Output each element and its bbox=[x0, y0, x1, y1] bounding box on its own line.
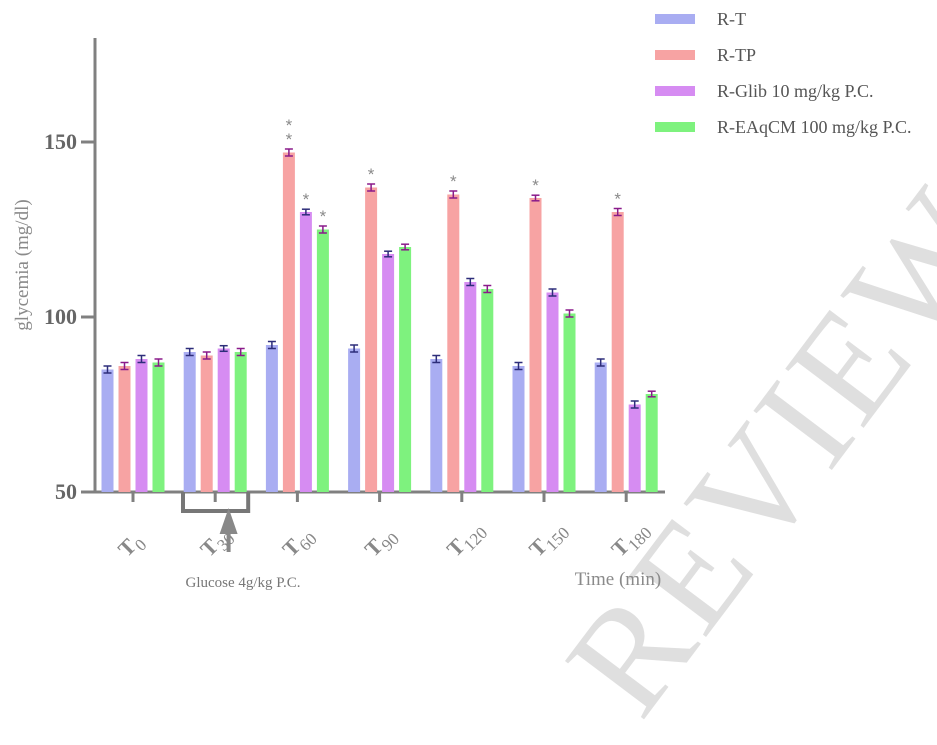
bar bbox=[200, 355, 213, 492]
bar bbox=[645, 394, 658, 492]
significance-marker: * bbox=[450, 172, 457, 191]
legend: R-T R-TP R-Glib 10 mg/kg P.C. R-EAqCM 100 m… bbox=[655, 8, 912, 152]
significance-marker: * bbox=[532, 176, 539, 195]
bar bbox=[135, 359, 148, 492]
y-tick-label: 50 bbox=[55, 479, 77, 504]
significance-marker: * bbox=[320, 207, 327, 226]
bar bbox=[118, 366, 131, 492]
significance-marker: * bbox=[614, 190, 621, 209]
bar bbox=[529, 198, 542, 492]
x-axis-label: Time (min) bbox=[575, 569, 661, 590]
legend-item: R-TP bbox=[655, 44, 912, 66]
bar bbox=[447, 194, 460, 492]
bar bbox=[512, 366, 525, 492]
bar bbox=[628, 404, 641, 492]
y-tick-label: 100 bbox=[44, 304, 77, 329]
legend-label: R-T bbox=[717, 8, 746, 29]
legend-item: R-Glib 10 mg/kg P.C. bbox=[655, 80, 912, 102]
x-tick-label: T90 bbox=[359, 521, 403, 565]
glucose-arrow-head bbox=[219, 508, 238, 534]
significance-marker: * bbox=[368, 165, 375, 184]
bar bbox=[563, 313, 576, 492]
legend-swatch bbox=[655, 86, 695, 96]
bar bbox=[234, 352, 247, 492]
legend-swatch bbox=[655, 50, 695, 60]
x-tick-label: T0 bbox=[113, 527, 151, 565]
bar bbox=[546, 292, 559, 492]
bar bbox=[316, 229, 329, 492]
bar bbox=[348, 348, 361, 492]
significance-marker: * bbox=[303, 190, 310, 209]
x-tick-label: T150 bbox=[524, 515, 574, 565]
x-tick-label: T180 bbox=[606, 515, 656, 565]
bar bbox=[464, 282, 477, 492]
legend-label: R-TP bbox=[717, 44, 757, 65]
bar bbox=[152, 362, 165, 492]
bar bbox=[594, 362, 607, 492]
bar bbox=[299, 212, 312, 492]
bar bbox=[265, 345, 278, 492]
bar bbox=[183, 352, 196, 492]
legend-swatch bbox=[655, 122, 695, 132]
legend-swatch bbox=[655, 14, 695, 24]
bar bbox=[611, 212, 624, 492]
legend-label: R-Glib 10 mg/kg P.C. bbox=[717, 80, 874, 101]
x-tick-label: T60 bbox=[277, 521, 321, 565]
significance-marker: * bbox=[286, 130, 293, 149]
bar bbox=[282, 152, 295, 492]
bar bbox=[101, 369, 114, 492]
bar bbox=[399, 247, 412, 492]
legend-item: R-EAqCM 100 mg/kg P.C. bbox=[655, 116, 912, 138]
bar bbox=[430, 359, 443, 492]
significance-marker: * bbox=[286, 116, 293, 135]
glucose-annotation: Glucose 4g/kg P.C. bbox=[185, 575, 300, 591]
y-axis-label: glycemia (mg/dl) bbox=[12, 199, 33, 330]
legend-item: R-T bbox=[655, 8, 912, 30]
glucose-bracket bbox=[181, 492, 251, 513]
legend-label: R-EAqCM 100 mg/kg P.C. bbox=[717, 116, 912, 137]
bar bbox=[217, 348, 230, 492]
bar bbox=[382, 254, 395, 492]
x-tick-label: T120 bbox=[442, 515, 492, 565]
bar bbox=[481, 289, 494, 492]
y-tick-label: 150 bbox=[44, 129, 77, 154]
bar bbox=[365, 187, 378, 492]
